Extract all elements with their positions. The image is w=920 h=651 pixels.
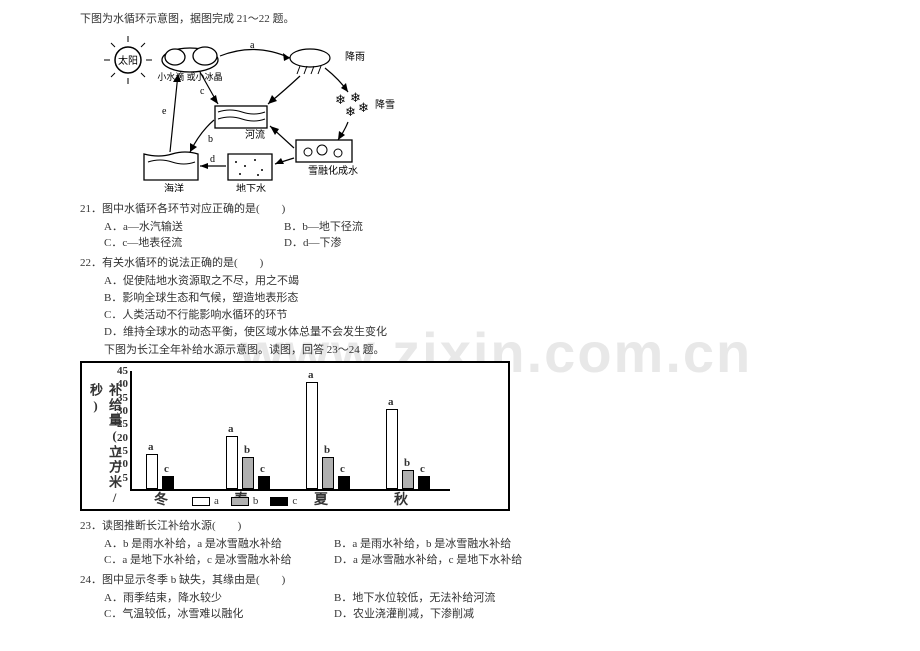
snowmelt-label: 雪融化成水 bbox=[308, 164, 358, 177]
bar-winter-c: c bbox=[162, 476, 174, 489]
q23-opt-a: A．b 是雨水补给，a 是冰雪融水补给 bbox=[104, 535, 334, 551]
legend-b: b bbox=[253, 495, 259, 507]
question-21: 21．图中水循环各环节对应正确的是( ) A．a—水汽输送 B．b—地下径流 C… bbox=[80, 200, 840, 250]
q21-opt-d: D．d—下渗 bbox=[284, 234, 464, 250]
question-22: 22．有关水循环的说法正确的是( ) A．促使陆地水资源取之不尽，用之不竭 B．… bbox=[80, 254, 840, 357]
bar-label: c bbox=[260, 463, 265, 475]
bar-label: a bbox=[308, 369, 314, 381]
cloud-label: 小水滴 或小冰晶 bbox=[157, 71, 222, 82]
label-e: e bbox=[162, 106, 167, 117]
q21-opt-b: B．b—地下径流 bbox=[284, 218, 464, 234]
legend-c: c bbox=[292, 495, 297, 507]
q22-opt-b: B．影响全球生态和气候，塑造地表形态 bbox=[80, 289, 840, 305]
bar-summer-b: b bbox=[322, 457, 334, 489]
bar-label: a bbox=[148, 441, 154, 453]
q23-opt-d: D．a 是冰雪融水补给，c 是地下水补给 bbox=[334, 551, 522, 567]
snow-icon: ❄❄❄❄ bbox=[335, 90, 369, 119]
bar-label: b bbox=[244, 444, 250, 456]
bar-label: b bbox=[324, 444, 330, 456]
water-cycle-diagram: 太阳 小水滴 或小冰晶 a 降 bbox=[100, 32, 420, 192]
question-24: 24．图中显示冬季 b 缺失，其缘由是( ) A．雨季结束，降水较少 B．地下水… bbox=[80, 571, 840, 621]
q22-opt-c: C．人类活动不行能影响水循环的环节 bbox=[80, 306, 840, 322]
rain-icon bbox=[290, 49, 330, 74]
q24-opt-d: D．农业浇灌削减，下渗削减 bbox=[334, 605, 514, 621]
label-a: a bbox=[250, 40, 255, 51]
label-d: d bbox=[210, 154, 215, 165]
y-tick: 35 bbox=[110, 392, 128, 404]
y-tick: 15 bbox=[110, 445, 128, 457]
ocean-label: 海洋 bbox=[164, 182, 184, 192]
bar-label: c bbox=[340, 463, 345, 475]
bar-label: b bbox=[404, 457, 410, 469]
label-c: c bbox=[200, 86, 205, 97]
x-label: 秋 bbox=[394, 489, 408, 509]
svg-text:❄: ❄ bbox=[358, 100, 369, 115]
y-tick: 40 bbox=[110, 378, 128, 390]
bar-summer-c: c bbox=[338, 476, 350, 489]
q23-title: 23．读图推断长江补给水源( ) bbox=[80, 517, 840, 533]
chart-legend: a b c bbox=[192, 495, 297, 507]
page-content: 下图为水循环示意图，据图完成 21～22 题。 太阳 小水滴 或小冰晶 a bbox=[80, 10, 840, 621]
snow-label: 降雪 bbox=[375, 98, 395, 111]
rain-label: 降雨 bbox=[345, 50, 365, 63]
q22-opt-a: A．促使陆地水资源取之不尽，用之不竭 bbox=[80, 272, 840, 288]
sun-label: 太阳 bbox=[118, 54, 138, 67]
question-23: 23．读图推断长江补给水源( ) A．b 是雨水补给，a 是冰雪融水补给 B．a… bbox=[80, 517, 840, 567]
bar-spring-c: c bbox=[258, 476, 270, 489]
q23-opt-c: C．a 是地下水补给，c 是冰雪融水补给 bbox=[104, 551, 334, 567]
q21-opt-c: C．c—地表径流 bbox=[104, 234, 284, 250]
bar-summer-a: a bbox=[306, 382, 318, 489]
groundwater-label: 地下水 bbox=[236, 182, 266, 192]
q21-opt-a: A．a—水汽输送 bbox=[104, 218, 284, 234]
bar-autumn-a: a bbox=[386, 409, 398, 489]
svg-text:❄: ❄ bbox=[345, 104, 356, 119]
bar-label: c bbox=[164, 463, 169, 475]
bar-chart: 补给量(立方米/秒) 51015202530354045ac冬abc春abc夏a… bbox=[80, 361, 510, 511]
q21-title: 21．图中水循环各环节对应正确的是( ) bbox=[80, 200, 840, 216]
q24-opt-c: C．气温较低，冰雪难以融化 bbox=[104, 605, 334, 621]
chart-intro: 下图为长江全年补给水源示意图。读图，回答 23～24 题。 bbox=[80, 341, 840, 357]
y-tick: 25 bbox=[110, 418, 128, 430]
bar-label: c bbox=[420, 463, 425, 475]
bar-label: a bbox=[388, 396, 394, 408]
y-tick: 45 bbox=[110, 365, 128, 377]
y-tick: 20 bbox=[110, 432, 128, 444]
bar-spring-a: a bbox=[226, 436, 238, 489]
y-tick: 30 bbox=[110, 405, 128, 417]
q23-opt-b: B．a 是雨水补给，b 是冰雪融水补给 bbox=[334, 535, 514, 551]
q24-opt-a: A．雨季结束，降水较少 bbox=[104, 589, 334, 605]
river-label: 河流 bbox=[245, 128, 265, 141]
x-label: 冬 bbox=[154, 489, 168, 509]
cloud-icon bbox=[162, 47, 218, 72]
legend-a: a bbox=[214, 495, 219, 507]
y-tick: 5 bbox=[110, 472, 128, 484]
bar-label: a bbox=[228, 423, 234, 435]
q24-opt-b: B．地下水位较低，无法补给河流 bbox=[334, 589, 514, 605]
bar-autumn-b: b bbox=[402, 470, 414, 489]
label-b: b bbox=[208, 134, 213, 145]
bar-winter-a: a bbox=[146, 454, 158, 489]
q22-opt-d: D．维持全球水的动态平衡，使区域水体总量不会发生变化 bbox=[80, 323, 840, 339]
y-tick: 10 bbox=[110, 458, 128, 470]
x-label: 夏 bbox=[314, 489, 328, 509]
q22-title: 22．有关水循环的说法正确的是( ) bbox=[80, 254, 840, 270]
intro-text-1: 下图为水循环示意图，据图完成 21～22 题。 bbox=[80, 10, 840, 26]
bar-autumn-c: c bbox=[418, 476, 430, 489]
bar-spring-b: b bbox=[242, 457, 254, 489]
q24-title: 24．图中显示冬季 b 缺失，其缘由是( ) bbox=[80, 571, 840, 587]
